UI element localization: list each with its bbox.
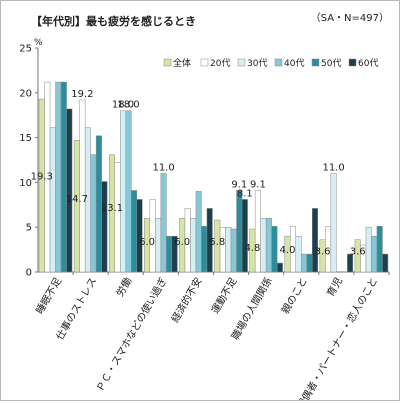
bar [201, 226, 208, 273]
y-tick-label: 15 [19, 133, 32, 144]
bar [90, 154, 97, 273]
legend-label: 全体 [173, 57, 191, 69]
bar [301, 253, 307, 273]
bar [306, 253, 313, 273]
bar [225, 226, 232, 273]
y-tick-label: 25 [19, 44, 32, 55]
data-label: 6.0 [139, 237, 155, 248]
x-tick-label: 労働 [113, 275, 134, 299]
bar [60, 81, 67, 273]
bar [295, 235, 302, 273]
bar [241, 199, 248, 273]
chart-title: 【年代別】最も疲労を感じるとき [31, 14, 196, 28]
bar [265, 217, 272, 273]
data-label: 19.2 [71, 89, 93, 100]
y-tick-label: 10 [19, 178, 32, 189]
bar [55, 81, 62, 273]
y-axis-label: % [34, 38, 43, 48]
legend-label: 40代 [284, 58, 304, 69]
data-label: 3.6 [315, 247, 331, 258]
bar [330, 173, 337, 273]
bar [131, 190, 137, 273]
data-label: 8.1 [237, 188, 253, 199]
legend-swatch [237, 58, 246, 67]
bar [114, 162, 121, 273]
bar [149, 199, 156, 273]
data-label: 4.0 [280, 245, 296, 256]
bar [120, 110, 126, 273]
bar [219, 226, 226, 273]
bar [260, 217, 267, 273]
legend-label: 30代 [247, 58, 267, 69]
legend-swatch [274, 58, 283, 67]
bar [371, 235, 378, 273]
bar [171, 235, 178, 273]
legend-swatch [348, 58, 357, 67]
x-tick-label: 睡眠不足 [33, 275, 64, 316]
legend-label: 20代 [210, 58, 230, 69]
bars [38, 81, 389, 273]
y-tick-label: 0 [26, 268, 32, 279]
bar [66, 108, 73, 273]
data-label: 3.6 [350, 247, 366, 258]
bar [38, 98, 45, 273]
data-label: 11.0 [322, 162, 344, 173]
bar [195, 191, 202, 273]
x-tick-label: ＰＣ・スマホなどの使い過ぎ [93, 275, 169, 394]
data-label: 18.0 [112, 100, 134, 111]
bar [49, 127, 56, 273]
data-label: 11.0 [152, 162, 174, 173]
bar [166, 235, 173, 273]
bar [206, 208, 213, 273]
y-tick-label: 20 [19, 88, 32, 99]
legend-label: 50代 [321, 58, 341, 69]
data-label: 6.0 [174, 237, 190, 248]
legend-swatch [200, 58, 209, 67]
chart-note: （SA・N=497） [311, 12, 389, 24]
bar [125, 110, 132, 273]
legend: 全体 20代 30代 40代 50代 60代 [163, 57, 378, 69]
bar [382, 253, 389, 273]
bar [276, 262, 283, 273]
bar [79, 99, 86, 273]
data-label: 5.8 [209, 237, 225, 248]
data-label: 13.1 [101, 203, 123, 214]
data-label: 14.7 [66, 194, 88, 205]
bar [160, 173, 167, 273]
bar [190, 217, 197, 273]
data-label: 9.1 [231, 179, 247, 190]
legend-swatch [311, 58, 320, 67]
data-label: 9.1 [250, 179, 266, 190]
bar [376, 226, 383, 273]
bar [155, 217, 162, 273]
x-tick-label: 育児 [324, 275, 345, 299]
data-label: 19.3 [31, 171, 53, 182]
x-tick-label: 運動不足 [208, 275, 239, 316]
bar [73, 140, 80, 273]
x-tick-label: 経済的不安 [168, 275, 204, 325]
legend-label: 60代 [358, 58, 378, 69]
bar [136, 199, 143, 273]
bar [271, 226, 278, 273]
data-label: 4.8 [244, 243, 260, 254]
legend-swatch [163, 58, 172, 67]
bar [101, 181, 108, 273]
x-tick-label: 親のこと [279, 275, 310, 316]
data-label: 18.0 [117, 100, 139, 111]
bar [365, 226, 372, 273]
bar [312, 208, 318, 273]
bar [230, 228, 237, 273]
data-labels: 19.3 14.7 13.1 6.0 6.0 5.8 4.8 4.0 3.6 3.6 19.2 18.… [31, 89, 366, 258]
bar [347, 253, 354, 273]
bar [236, 190, 243, 273]
bar [254, 190, 261, 273]
y-tick-label: 5 [26, 223, 32, 234]
